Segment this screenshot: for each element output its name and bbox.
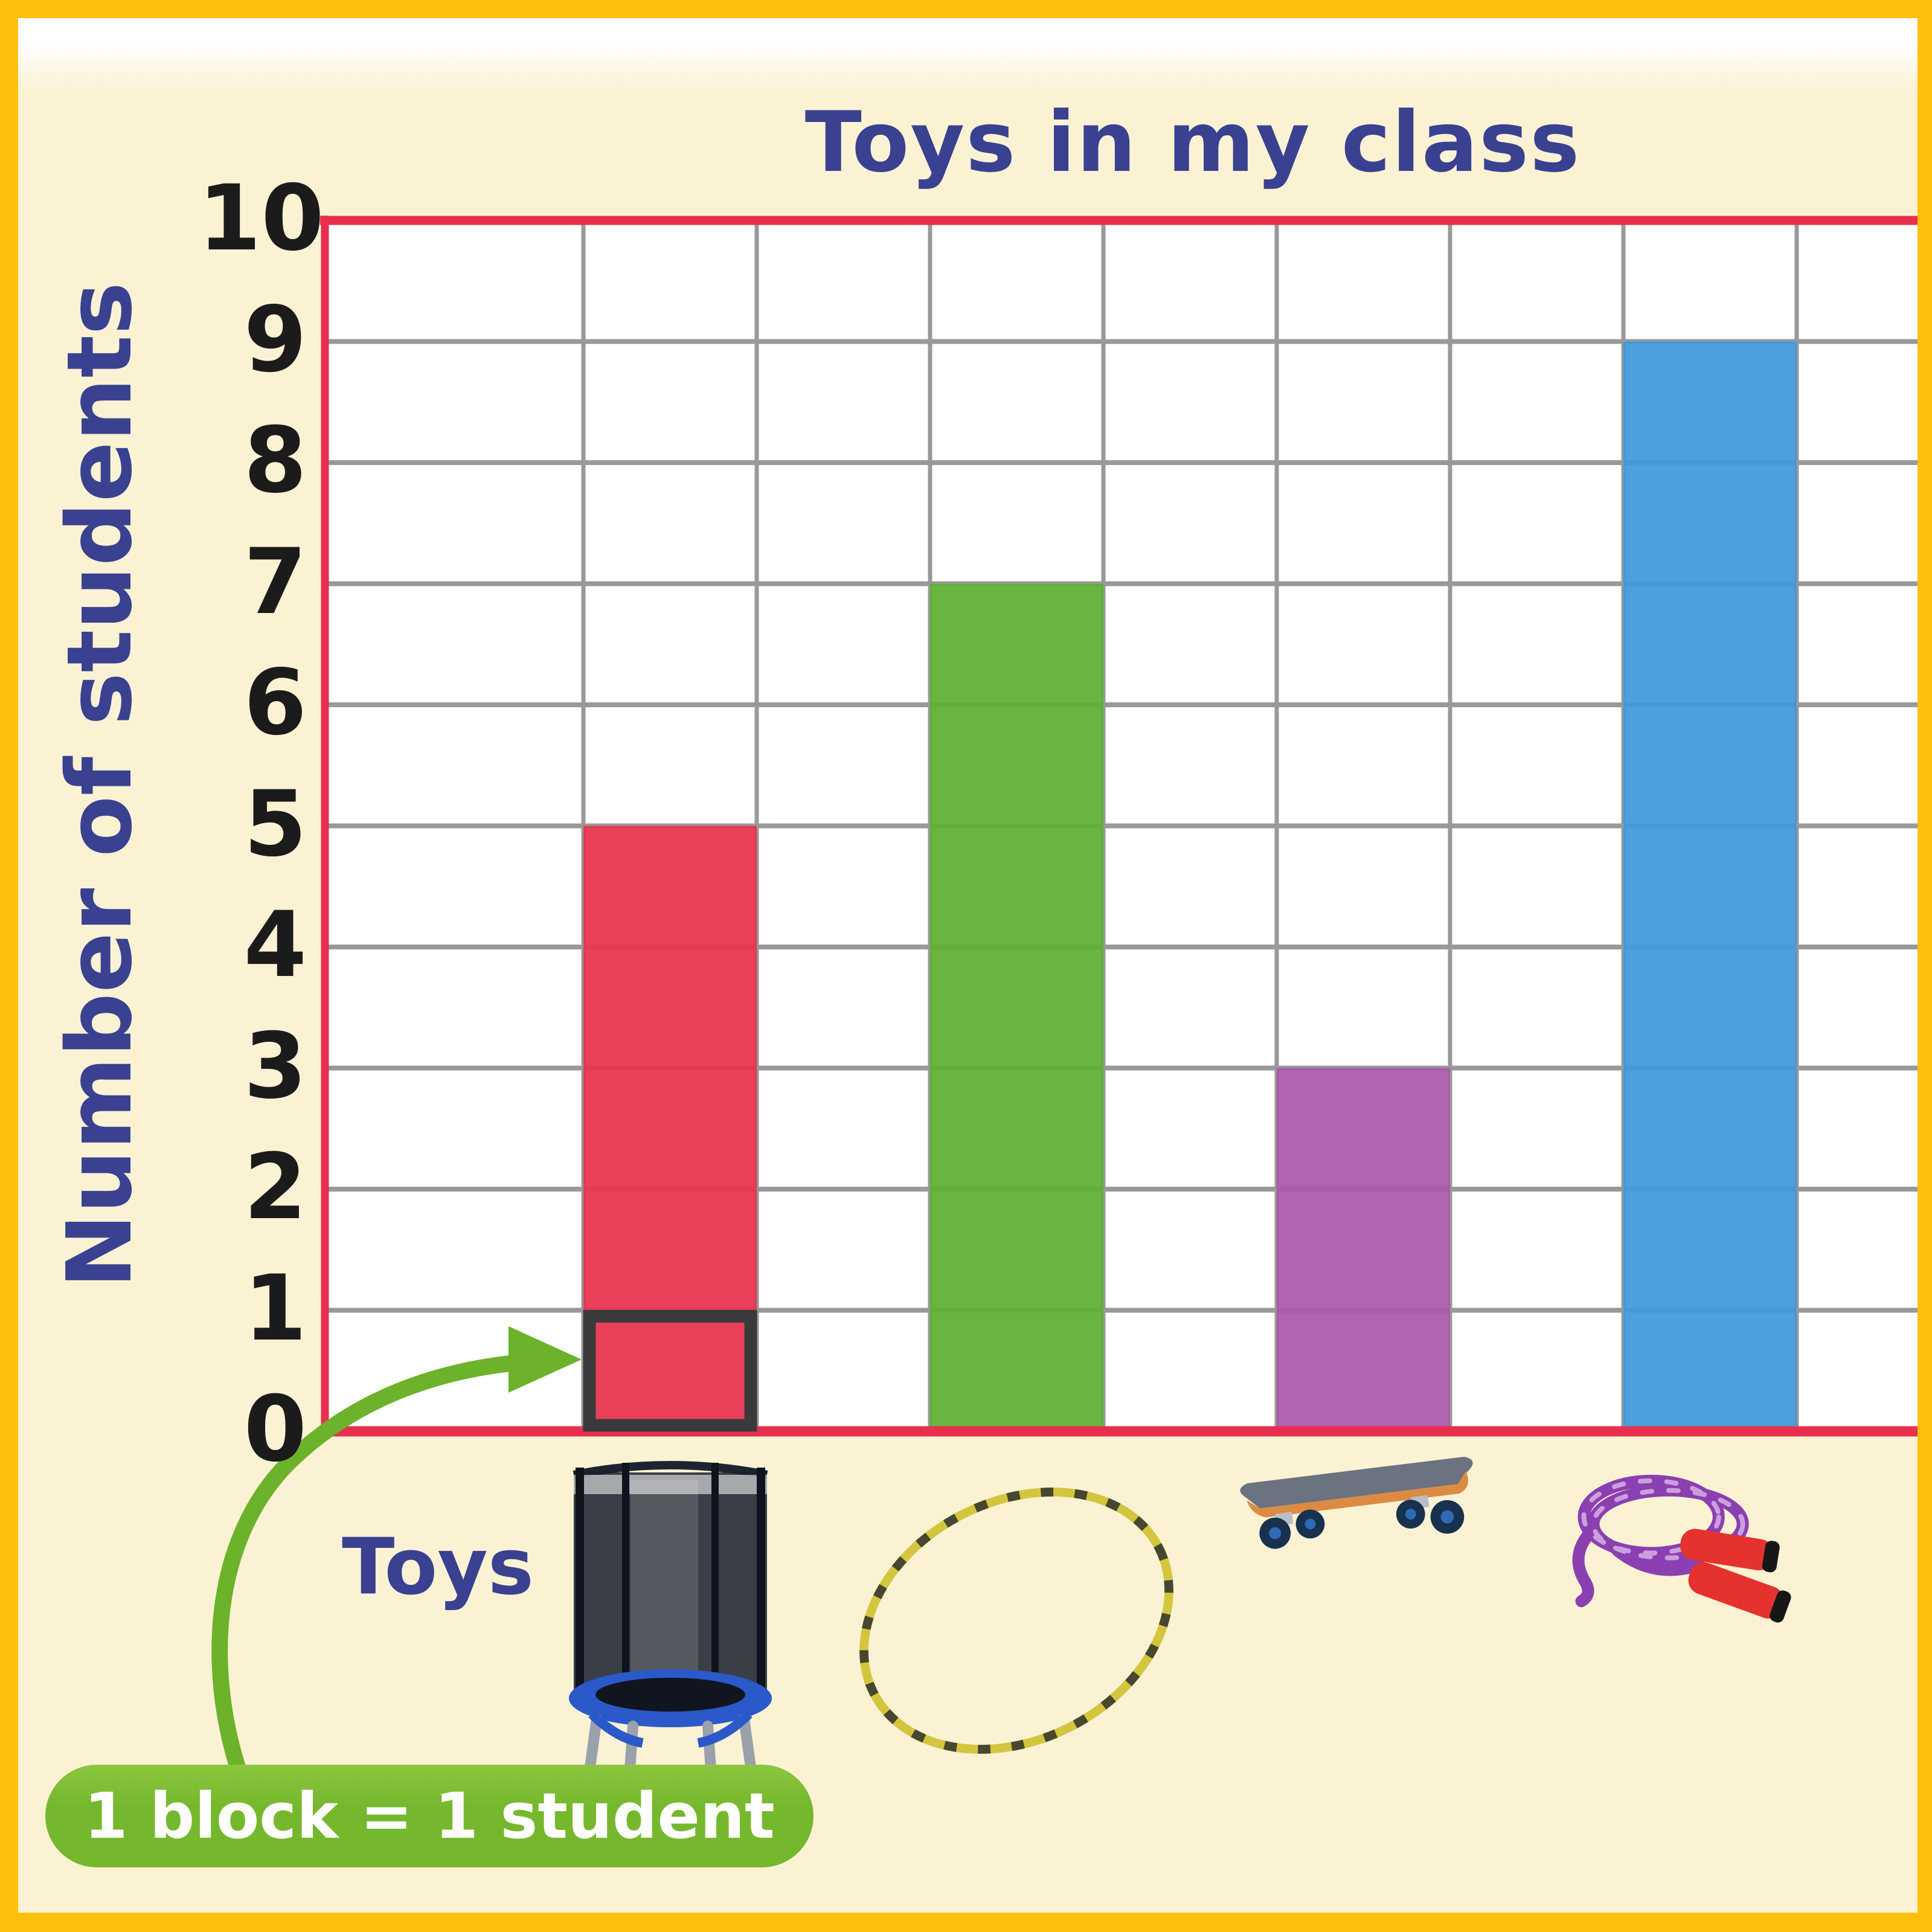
callout-arrow-stem <box>211 1353 544 1784</box>
y-tick-label: 9 <box>243 287 307 393</box>
y-tick-label: 3 <box>243 1013 307 1119</box>
top-white-strip <box>18 18 1918 91</box>
y-tick-label: 1 <box>243 1256 307 1361</box>
y-tick-label: 7 <box>243 529 307 635</box>
y-tick-label: 2 <box>243 1135 307 1240</box>
y-tick-label: 8 <box>243 408 307 513</box>
y-tick-label: 0 <box>243 1377 307 1482</box>
jump-rope-icon <box>1572 1474 1791 1623</box>
y-tick-label: 4 <box>243 893 307 998</box>
legend-badge: 1 block = 1 student <box>45 1765 814 1867</box>
trampoline-icon <box>569 1461 772 1800</box>
x-axis-title: Toys <box>342 1522 534 1613</box>
callout-arrow-head <box>509 1326 582 1393</box>
chart-title: Toys in my class <box>804 94 1581 191</box>
hula-hoop-icon <box>859 1488 1173 1754</box>
y-tick-label: 5 <box>243 771 307 877</box>
y-tick-label: 6 <box>243 650 307 756</box>
y-axis-title: Number of students <box>48 281 152 1289</box>
skateboard-icon <box>1240 1457 1473 1549</box>
legend-badge-text: 1 block = 1 student <box>84 1779 775 1853</box>
y-tick-label: 10 <box>198 166 324 271</box>
